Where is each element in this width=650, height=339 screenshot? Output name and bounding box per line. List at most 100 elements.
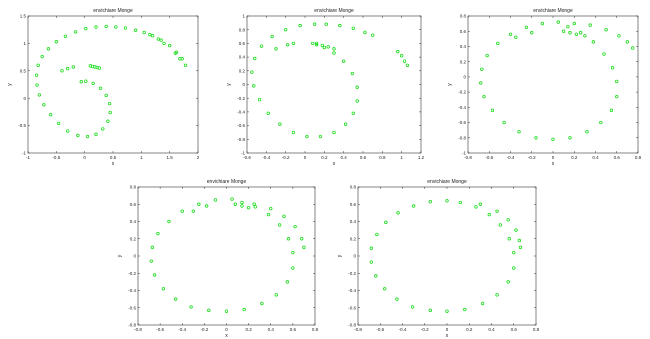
x-tick-label: -0.5	[52, 155, 60, 160]
data-point	[495, 209, 499, 213]
data-point	[630, 46, 635, 50]
data-point	[530, 31, 534, 35]
y-tick-label: 1	[242, 14, 245, 19]
data-point	[343, 122, 348, 126]
chart-panel-1: envichiare Monge -1 -0.5 0 0.5 1 1.5 2 -1 -0.5 0 0.…	[7, 8, 200, 167]
data-point	[588, 23, 592, 27]
data-point	[104, 24, 108, 29]
data-point	[514, 35, 518, 40]
data-point	[242, 307, 246, 312]
data-point	[173, 51, 178, 55]
x-tick-label: -0.6	[376, 327, 384, 332]
data-point	[161, 287, 166, 291]
data-point	[479, 81, 483, 85]
data-point	[40, 54, 44, 59]
data-point	[149, 259, 153, 263]
data-point	[568, 31, 572, 35]
x-tick-label: 0.2	[571, 155, 578, 160]
data-point	[512, 250, 516, 255]
data-point	[191, 209, 196, 213]
y-tick-label: -0.4	[458, 105, 466, 110]
y-tick-label: 0.4	[239, 55, 246, 60]
series-1	[479, 20, 635, 141]
data-point	[246, 205, 251, 210]
data-point	[318, 134, 323, 139]
x-tick-label: -0.2	[282, 155, 290, 160]
data-point	[300, 237, 304, 241]
data-point	[159, 38, 163, 42]
x-tick-label: 0.5	[110, 155, 117, 160]
data-point	[266, 111, 270, 115]
data-point	[230, 197, 234, 201]
data-point	[71, 65, 76, 69]
data-point	[291, 130, 296, 135]
x-tick-label: -0.4	[262, 155, 270, 160]
data-point	[36, 63, 40, 68]
y-tick-label: 0	[463, 74, 466, 79]
data-point	[351, 26, 356, 31]
data-point	[224, 309, 229, 313]
data-point	[507, 237, 511, 241]
data-point	[94, 25, 98, 29]
chart-panel-2: envichiare Monge -0.6 -0.4 -0.2 0 0.2 0.4 0.6 0.…	[226, 8, 425, 167]
data-point	[278, 122, 282, 126]
data-point	[156, 37, 161, 41]
data-point	[63, 34, 68, 38]
x-tick-label: 0	[304, 155, 307, 160]
x-tick-label: 0.6	[511, 327, 518, 332]
y-tick-label: 0	[23, 96, 26, 101]
data-point	[487, 212, 491, 217]
y-tick-label: -1	[22, 151, 26, 156]
data-point	[114, 25, 118, 29]
data-point	[150, 34, 155, 38]
data-point	[615, 79, 619, 84]
chart-panel-5: envichiare Monge -0.8 -0.6 -0.4 -0.2 0 0.2 0.4 0…	[337, 179, 540, 339]
x-tick-label: 0.8	[533, 327, 540, 332]
data-point	[65, 129, 70, 133]
series-1	[149, 197, 306, 313]
data-point	[355, 99, 359, 103]
y-tick-label: 0.8	[460, 14, 467, 19]
data-point	[463, 307, 467, 312]
data-point	[370, 33, 375, 37]
chart-title: envichiare Monge	[314, 8, 354, 14]
y-tick-label: -0.5	[18, 123, 26, 128]
data-point	[496, 41, 500, 46]
data-point	[506, 280, 510, 284]
data-point	[60, 69, 64, 73]
y-tick-label: 0.2	[350, 236, 357, 241]
x-tick-label: -0.2	[421, 327, 429, 332]
y-tick-label: 0	[242, 82, 245, 87]
x-tick-label: 1	[400, 155, 403, 160]
data-point	[561, 29, 566, 33]
data-point	[602, 52, 606, 56]
data-point	[204, 204, 209, 208]
data-point	[252, 202, 256, 206]
x-tick-label: 0.2	[321, 155, 328, 160]
data-point	[207, 308, 211, 313]
data-point	[233, 202, 238, 206]
x-tick-label: 1.2	[418, 155, 425, 160]
x-axis-label: x	[225, 333, 228, 339]
data-point	[320, 43, 325, 48]
y-tick-label: -0.8	[458, 135, 466, 140]
data-point	[591, 40, 596, 44]
data-point	[167, 43, 172, 48]
data-point	[332, 130, 336, 135]
chart-title: envichiare Monge	[207, 179, 247, 185]
data-point	[94, 132, 98, 137]
x-tick-label: -0.4	[178, 327, 186, 332]
data-point	[369, 246, 374, 250]
data-point	[286, 237, 291, 241]
data-point	[277, 223, 282, 227]
data-point	[302, 245, 306, 250]
series-1	[34, 24, 188, 139]
data-point	[298, 23, 302, 28]
data-point	[79, 80, 83, 84]
data-point	[383, 287, 387, 291]
data-point	[396, 49, 400, 54]
data-point	[148, 32, 152, 37]
data-point	[369, 260, 374, 264]
data-point	[46, 47, 51, 51]
data-point	[355, 85, 359, 89]
